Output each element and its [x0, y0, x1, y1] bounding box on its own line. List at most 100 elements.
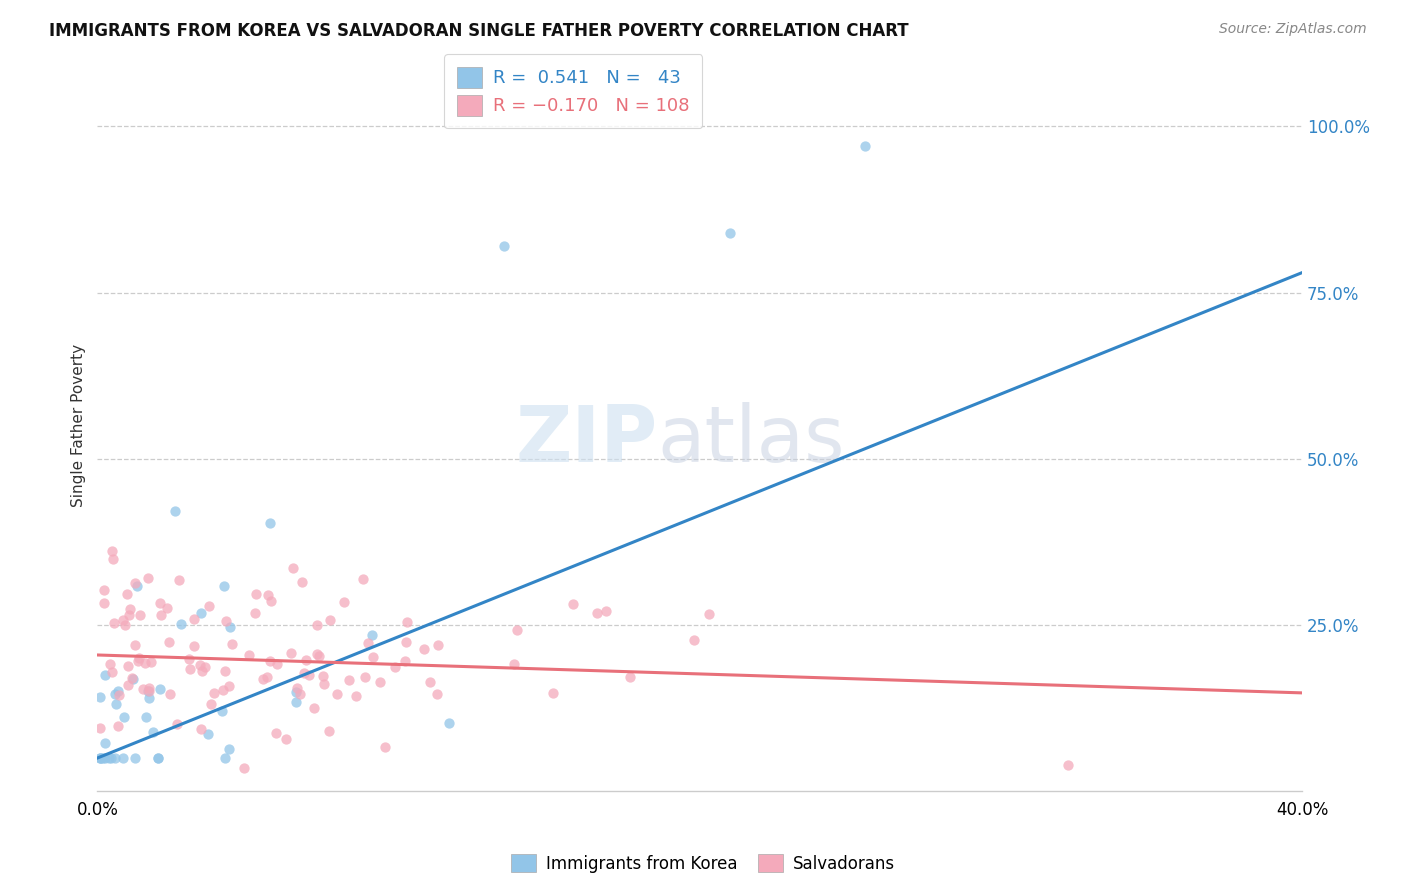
Point	[190, 606, 212, 620]
Point	[156, 600, 179, 615]
Point	[179, 662, 201, 676]
Point	[492, 239, 515, 253]
Point	[304, 701, 326, 715]
Point	[183, 639, 205, 653]
Point	[413, 642, 436, 657]
Point	[212, 579, 235, 593]
Point	[384, 660, 406, 674]
Point	[93, 583, 115, 598]
Point	[179, 652, 201, 666]
Point	[326, 687, 349, 701]
Point	[183, 612, 205, 626]
Point	[318, 723, 340, 738]
Point	[124, 638, 146, 652]
Point	[314, 677, 336, 691]
Point	[352, 572, 374, 586]
Point	[118, 601, 141, 615]
Point	[257, 588, 280, 602]
Point	[259, 516, 281, 530]
Point	[288, 687, 311, 701]
Point	[361, 627, 384, 641]
Point	[93, 751, 115, 765]
Point	[166, 717, 188, 731]
Point	[101, 544, 124, 558]
Point	[541, 686, 564, 700]
Point	[139, 655, 162, 669]
Point	[190, 664, 212, 678]
Point	[197, 727, 219, 741]
Point	[94, 736, 117, 750]
Point	[215, 614, 238, 628]
Point	[308, 648, 330, 663]
Point	[562, 598, 585, 612]
Text: IMMIGRANTS FROM KOREA VS SALVADORAN SINGLE FATHER POVERTY CORRELATION CHART: IMMIGRANTS FROM KOREA VS SALVADORAN SING…	[49, 22, 908, 40]
Point	[150, 608, 173, 623]
Point	[148, 751, 170, 765]
Point	[128, 651, 150, 665]
Point	[165, 504, 187, 518]
Point	[89, 751, 111, 765]
Point	[117, 658, 139, 673]
Point	[585, 607, 607, 621]
Point	[291, 574, 314, 589]
Point	[94, 751, 117, 765]
Point	[112, 710, 135, 724]
Point	[157, 635, 180, 649]
Point	[103, 616, 125, 631]
Point	[135, 710, 157, 724]
Point	[190, 722, 212, 736]
Point	[194, 660, 217, 674]
Point	[697, 607, 720, 622]
Point	[93, 596, 115, 610]
Point	[305, 618, 328, 632]
Point	[114, 618, 136, 632]
Point	[280, 646, 302, 660]
Point	[94, 667, 117, 681]
Point	[252, 672, 274, 686]
Point	[281, 561, 304, 575]
Point	[305, 647, 328, 661]
Point	[259, 654, 281, 668]
Text: Source: ZipAtlas.com: Source: ZipAtlas.com	[1219, 22, 1367, 37]
Point	[98, 657, 121, 672]
Point	[256, 670, 278, 684]
Point	[104, 687, 127, 701]
Point	[138, 690, 160, 705]
Point	[218, 742, 240, 756]
Point	[312, 668, 335, 682]
Point	[142, 724, 165, 739]
Point	[419, 675, 441, 690]
Point	[437, 715, 460, 730]
Point	[136, 684, 159, 698]
Point	[112, 613, 135, 627]
Point	[260, 594, 283, 608]
Point	[337, 673, 360, 688]
Point	[266, 657, 288, 671]
Point	[319, 613, 342, 627]
Point	[853, 139, 876, 153]
Point	[285, 681, 308, 695]
Point	[354, 669, 377, 683]
Point	[245, 587, 267, 601]
Point	[221, 637, 243, 651]
Point	[149, 595, 172, 609]
Point	[101, 665, 124, 679]
Point	[211, 682, 233, 697]
Point	[89, 690, 111, 705]
Point	[218, 679, 240, 693]
Point	[198, 599, 221, 613]
Point	[1057, 758, 1080, 772]
Point	[124, 576, 146, 591]
Point	[112, 751, 135, 765]
Point	[124, 751, 146, 765]
Point	[264, 726, 287, 740]
Point	[238, 648, 260, 662]
Point	[98, 751, 121, 765]
Point	[122, 672, 145, 686]
Point	[357, 636, 380, 650]
Point	[683, 632, 706, 647]
Point	[108, 688, 131, 702]
Point	[132, 681, 155, 696]
Point	[394, 655, 416, 669]
Point	[105, 697, 128, 711]
